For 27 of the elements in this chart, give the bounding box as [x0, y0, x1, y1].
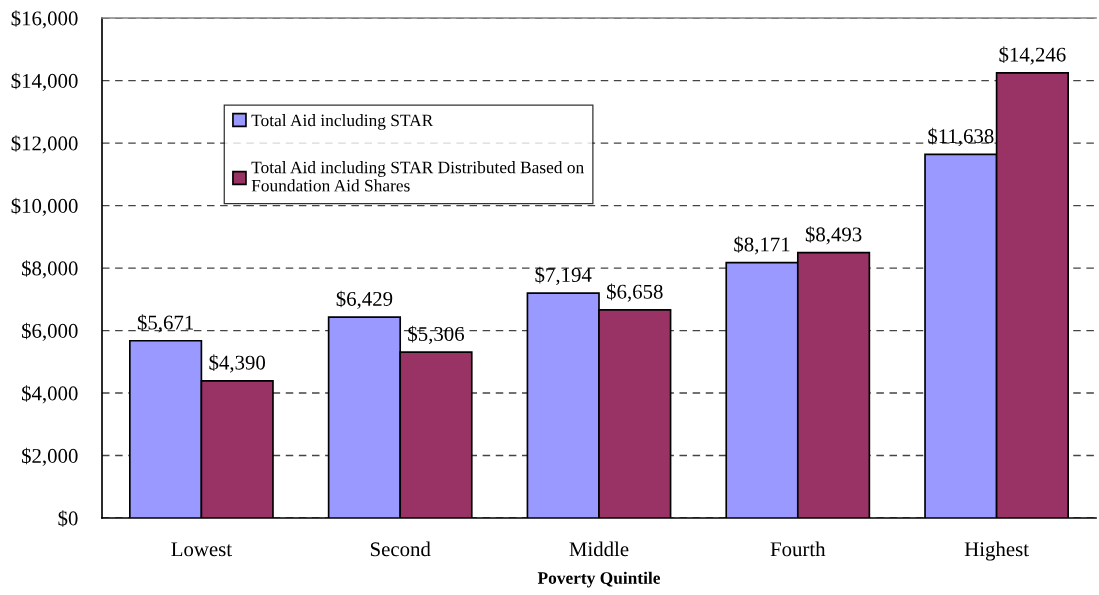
legend-label: Total Aid including STAR Distributed Based on Foundation Aid Shares [251, 161, 584, 192]
data-label: $6,429 [336, 290, 393, 309]
y-tick-label: $8,000 [21, 260, 78, 279]
x-tick-label: Lowest [171, 542, 232, 557]
y-tick-label: $0 [58, 510, 78, 527]
y-tick-label: $14,000 [11, 72, 78, 91]
x-tick-label: Middle [569, 541, 629, 557]
x-tick-label: Highest [964, 541, 1029, 561]
x-tick-label: Second [370, 541, 431, 557]
data-label: $6,658 [607, 283, 663, 302]
data-label: $11,638 [928, 127, 994, 147]
y-tick-label: $2,000 [21, 447, 78, 466]
x-axis-title: Poverty Quintile [537, 571, 661, 588]
data-label: $8,493 [805, 226, 862, 245]
data-label: $7,194 [535, 266, 592, 286]
data-label: $5,306 [408, 325, 465, 345]
data-label: $4,390 [209, 354, 266, 373]
data-label: $14,246 [999, 46, 1066, 65]
legend-label: Total Aid including STAR [251, 114, 434, 130]
x-tick-label: Fourth [770, 541, 826, 557]
data-label: $8,171 [734, 236, 790, 255]
y-tick-label: $10,000 [11, 197, 78, 216]
y-tick-label: $6,000 [21, 322, 78, 341]
y-tick-label: $12,000 [11, 135, 78, 154]
y-tick-label: $16,000 [11, 10, 78, 29]
data-label: $5,671 [137, 314, 194, 333]
y-tick-label: $4,000 [21, 385, 78, 404]
